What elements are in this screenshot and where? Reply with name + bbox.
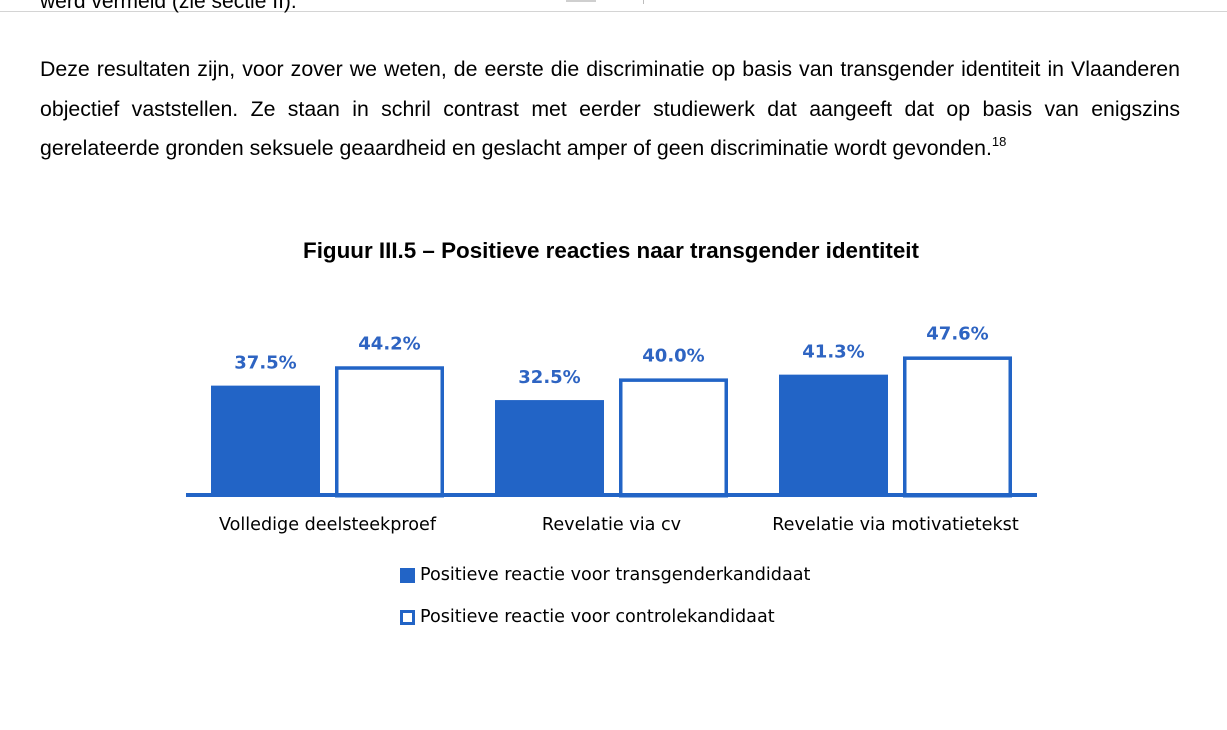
paragraph-text: Deze resultaten zijn, voor zover we wete… bbox=[40, 57, 1180, 160]
bar-control bbox=[619, 378, 728, 498]
body-paragraph: Deze resultaten zijn, voor zover we wete… bbox=[40, 50, 1180, 169]
legend-label: Positieve reactie voor controlekandidaat bbox=[420, 607, 775, 627]
page-top-border bbox=[0, 11, 1227, 12]
category-label: Revelatie via motivatietekst bbox=[772, 515, 1019, 535]
data-label: 37.5% bbox=[234, 353, 296, 374]
figure-title: Figuur III.5 – Positieve reacties naar t… bbox=[303, 238, 919, 263]
ruler-marker bbox=[566, 0, 596, 2]
footnote-reference[interactable]: 18 bbox=[991, 134, 1007, 149]
data-label: 40.0% bbox=[642, 345, 704, 366]
ruler-tick bbox=[643, 0, 644, 4]
data-label: 44.2% bbox=[358, 333, 420, 354]
data-label: 41.3% bbox=[802, 342, 864, 363]
bar-transgender bbox=[495, 400, 604, 494]
category-label: Volledige deelsteekproef bbox=[219, 515, 437, 535]
legend-swatch-outline bbox=[400, 609, 415, 625]
previous-paragraph-fragment: werd vermeld (zie sectie II). bbox=[40, 0, 297, 13]
data-label: 47.6% bbox=[926, 323, 988, 344]
legend-item: Positieve reactie voor controlekandidaat bbox=[400, 607, 775, 627]
data-label: 32.5% bbox=[518, 367, 580, 388]
legend-item: Positieve reactie voor transgenderkandid… bbox=[400, 565, 810, 585]
bar-control bbox=[903, 356, 1012, 498]
legend-label: Positieve reactie voor transgenderkandid… bbox=[420, 565, 811, 585]
legend-swatch-filled bbox=[400, 567, 415, 583]
bar-transgender bbox=[211, 385, 320, 494]
bar-control bbox=[335, 366, 444, 498]
bar-transgender bbox=[779, 374, 888, 494]
category-label: Revelatie via cv bbox=[542, 515, 681, 535]
